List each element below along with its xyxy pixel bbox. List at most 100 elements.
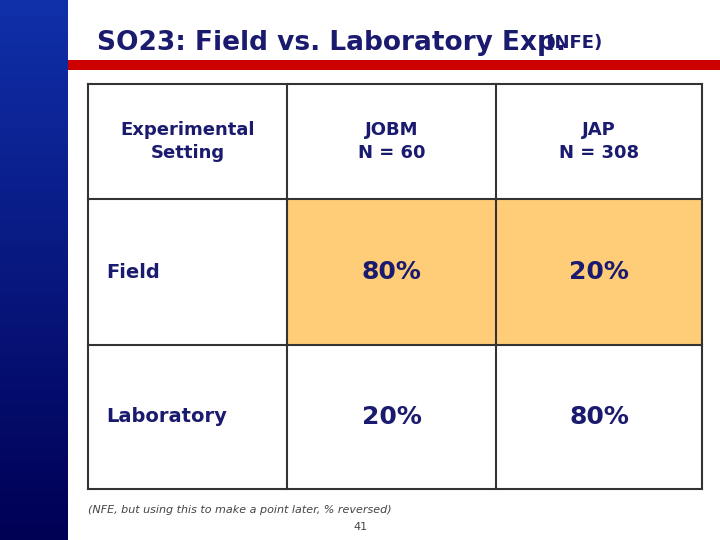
Text: SO23: Field vs. Laboratory Exp.: SO23: Field vs. Laboratory Exp. bbox=[97, 30, 566, 56]
Bar bbox=[0, 130, 68, 135]
Bar bbox=[0, 11, 68, 16]
Bar bbox=[287, 84, 496, 199]
Bar bbox=[0, 356, 68, 362]
Bar bbox=[0, 140, 68, 146]
Bar bbox=[0, 286, 68, 292]
Text: Experimental
Setting: Experimental Setting bbox=[120, 120, 255, 162]
Bar bbox=[0, 400, 68, 405]
Bar bbox=[0, 162, 68, 167]
Bar bbox=[0, 535, 68, 540]
Bar bbox=[0, 200, 68, 205]
Bar bbox=[0, 437, 68, 443]
Bar bbox=[0, 297, 68, 302]
Bar bbox=[0, 43, 68, 49]
Bar bbox=[0, 340, 68, 346]
Bar bbox=[0, 189, 68, 194]
Bar bbox=[0, 86, 68, 92]
Bar bbox=[88, 345, 287, 489]
Bar bbox=[0, 481, 68, 486]
Bar bbox=[0, 70, 68, 76]
Bar bbox=[0, 205, 68, 211]
Bar bbox=[0, 313, 68, 319]
Bar bbox=[0, 38, 68, 43]
Bar bbox=[88, 199, 287, 345]
Bar bbox=[0, 32, 68, 38]
Bar bbox=[0, 27, 68, 32]
Bar bbox=[0, 524, 68, 529]
Text: 80%: 80% bbox=[362, 260, 422, 284]
Bar bbox=[0, 0, 68, 5]
Bar bbox=[0, 254, 68, 259]
Text: JAP
N = 308: JAP N = 308 bbox=[559, 120, 639, 162]
Text: Laboratory: Laboratory bbox=[106, 407, 227, 426]
Bar bbox=[496, 84, 702, 199]
Bar bbox=[0, 211, 68, 216]
Bar bbox=[0, 184, 68, 189]
Bar bbox=[0, 54, 68, 59]
Bar bbox=[0, 221, 68, 227]
Bar bbox=[68, 60, 720, 70]
Bar bbox=[0, 373, 68, 378]
Bar bbox=[0, 362, 68, 367]
Bar bbox=[0, 59, 68, 65]
Bar bbox=[0, 281, 68, 286]
Bar bbox=[0, 113, 68, 119]
Bar bbox=[287, 199, 496, 345]
Text: 20%: 20% bbox=[362, 405, 422, 429]
Bar bbox=[0, 238, 68, 243]
Bar bbox=[0, 508, 68, 513]
Bar bbox=[0, 432, 68, 437]
Bar bbox=[0, 405, 68, 410]
Bar bbox=[0, 454, 68, 459]
Bar bbox=[0, 346, 68, 351]
Bar bbox=[88, 84, 287, 199]
Bar bbox=[0, 259, 68, 265]
Bar bbox=[0, 265, 68, 270]
Bar bbox=[0, 389, 68, 394]
Bar bbox=[0, 335, 68, 340]
Bar bbox=[0, 502, 68, 508]
Bar bbox=[0, 329, 68, 335]
Bar bbox=[0, 518, 68, 524]
Bar bbox=[0, 513, 68, 518]
Bar bbox=[0, 124, 68, 130]
Bar bbox=[0, 65, 68, 70]
Text: JOBM
N = 60: JOBM N = 60 bbox=[358, 120, 426, 162]
Bar bbox=[0, 167, 68, 173]
Bar bbox=[0, 292, 68, 297]
Bar bbox=[0, 308, 68, 313]
Text: 20%: 20% bbox=[570, 260, 629, 284]
Bar bbox=[0, 324, 68, 329]
Bar bbox=[0, 157, 68, 162]
Bar bbox=[0, 443, 68, 448]
Bar bbox=[0, 49, 68, 54]
Bar bbox=[0, 151, 68, 157]
Bar bbox=[0, 319, 68, 324]
Bar bbox=[0, 248, 68, 254]
Bar bbox=[0, 135, 68, 140]
Bar bbox=[0, 459, 68, 464]
Bar bbox=[0, 351, 68, 356]
Bar bbox=[0, 416, 68, 421]
Bar bbox=[0, 216, 68, 221]
Bar bbox=[0, 243, 68, 248]
Bar bbox=[0, 81, 68, 86]
Bar bbox=[0, 76, 68, 81]
Bar bbox=[0, 464, 68, 470]
Bar bbox=[0, 421, 68, 427]
Bar bbox=[0, 367, 68, 373]
Bar bbox=[287, 345, 496, 489]
Text: 80%: 80% bbox=[570, 405, 629, 429]
Text: Field: Field bbox=[106, 262, 160, 281]
Bar bbox=[0, 383, 68, 389]
Bar bbox=[0, 475, 68, 481]
Bar bbox=[0, 427, 68, 432]
Bar bbox=[496, 345, 702, 489]
Bar bbox=[0, 302, 68, 308]
Bar bbox=[0, 232, 68, 238]
Bar bbox=[0, 227, 68, 232]
Bar bbox=[0, 146, 68, 151]
Bar bbox=[0, 497, 68, 502]
Bar bbox=[0, 92, 68, 97]
Bar bbox=[0, 529, 68, 535]
